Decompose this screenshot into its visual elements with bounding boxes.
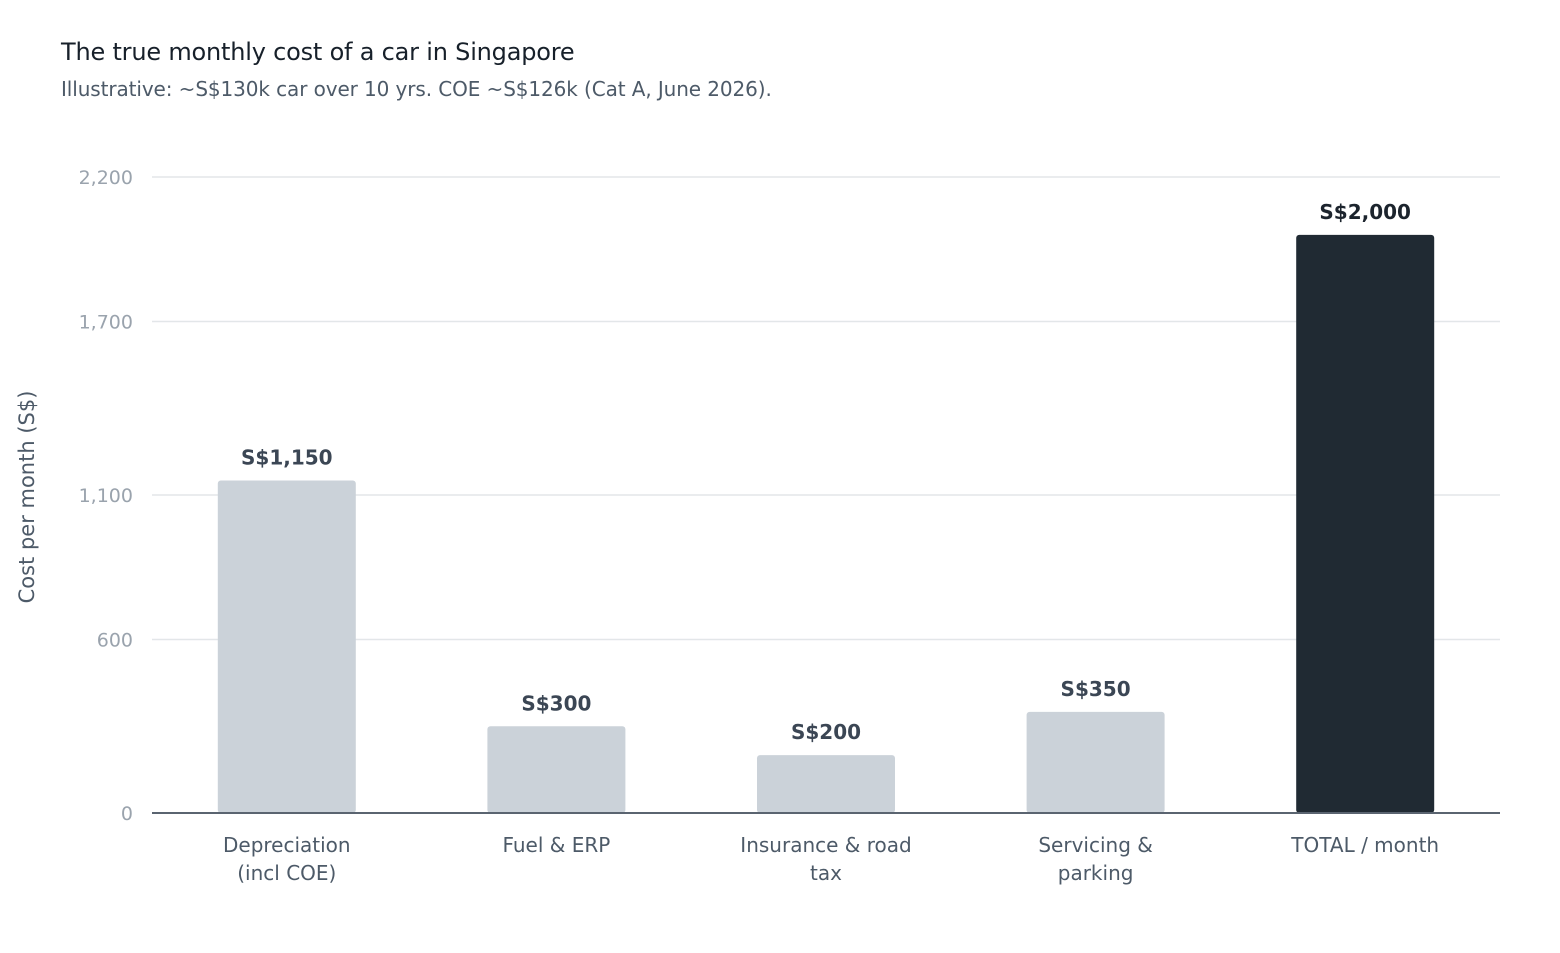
category-label: Insurance & road: [740, 833, 911, 857]
category-label: Servicing &: [1038, 833, 1153, 857]
category-labels: Depreciation (incl COE) Fuel & ERP Insuranc…: [223, 833, 1439, 885]
category-label: Depreciation: [223, 833, 351, 857]
category-label: parking: [1058, 861, 1134, 885]
bar: [1296, 234, 1435, 813]
bar: [487, 726, 626, 813]
y-axis-title: Cost per month (S$): [15, 391, 39, 604]
bar: [217, 480, 356, 813]
value-label: S$350: [1061, 677, 1131, 701]
y-tick-label: 1,700: [79, 312, 133, 334]
value-label: S$1,150: [241, 446, 333, 470]
chart-title: The true monthly cost of a car in Singap…: [61, 38, 575, 66]
bar: [1026, 711, 1165, 813]
category-label: tax: [810, 861, 842, 885]
y-tick-label: 2,200: [79, 167, 133, 189]
chart-subtitle: Illustrative: ~S$130k car over 10 yrs. C…: [61, 77, 772, 101]
y-tick-label: 1,100: [79, 485, 133, 507]
y-tick-label: 0: [121, 803, 133, 825]
bars: [217, 234, 1435, 813]
y-axis-ticks: 0 600 1,100 1,700 2,200: [79, 167, 133, 825]
grid-lines: [152, 176, 1500, 641]
value-label: S$2,000: [1319, 200, 1411, 224]
category-label: (incl COE): [237, 861, 336, 885]
value-labels: S$1,150 S$300 S$200 S$350 S$2,000: [241, 200, 1411, 744]
value-label: S$200: [791, 720, 861, 744]
value-label: S$300: [521, 691, 591, 715]
category-label: TOTAL / month: [1290, 833, 1439, 857]
y-tick-label: 600: [97, 630, 133, 652]
bar: [757, 755, 895, 813]
category-label: Fuel & ERP: [502, 833, 610, 857]
